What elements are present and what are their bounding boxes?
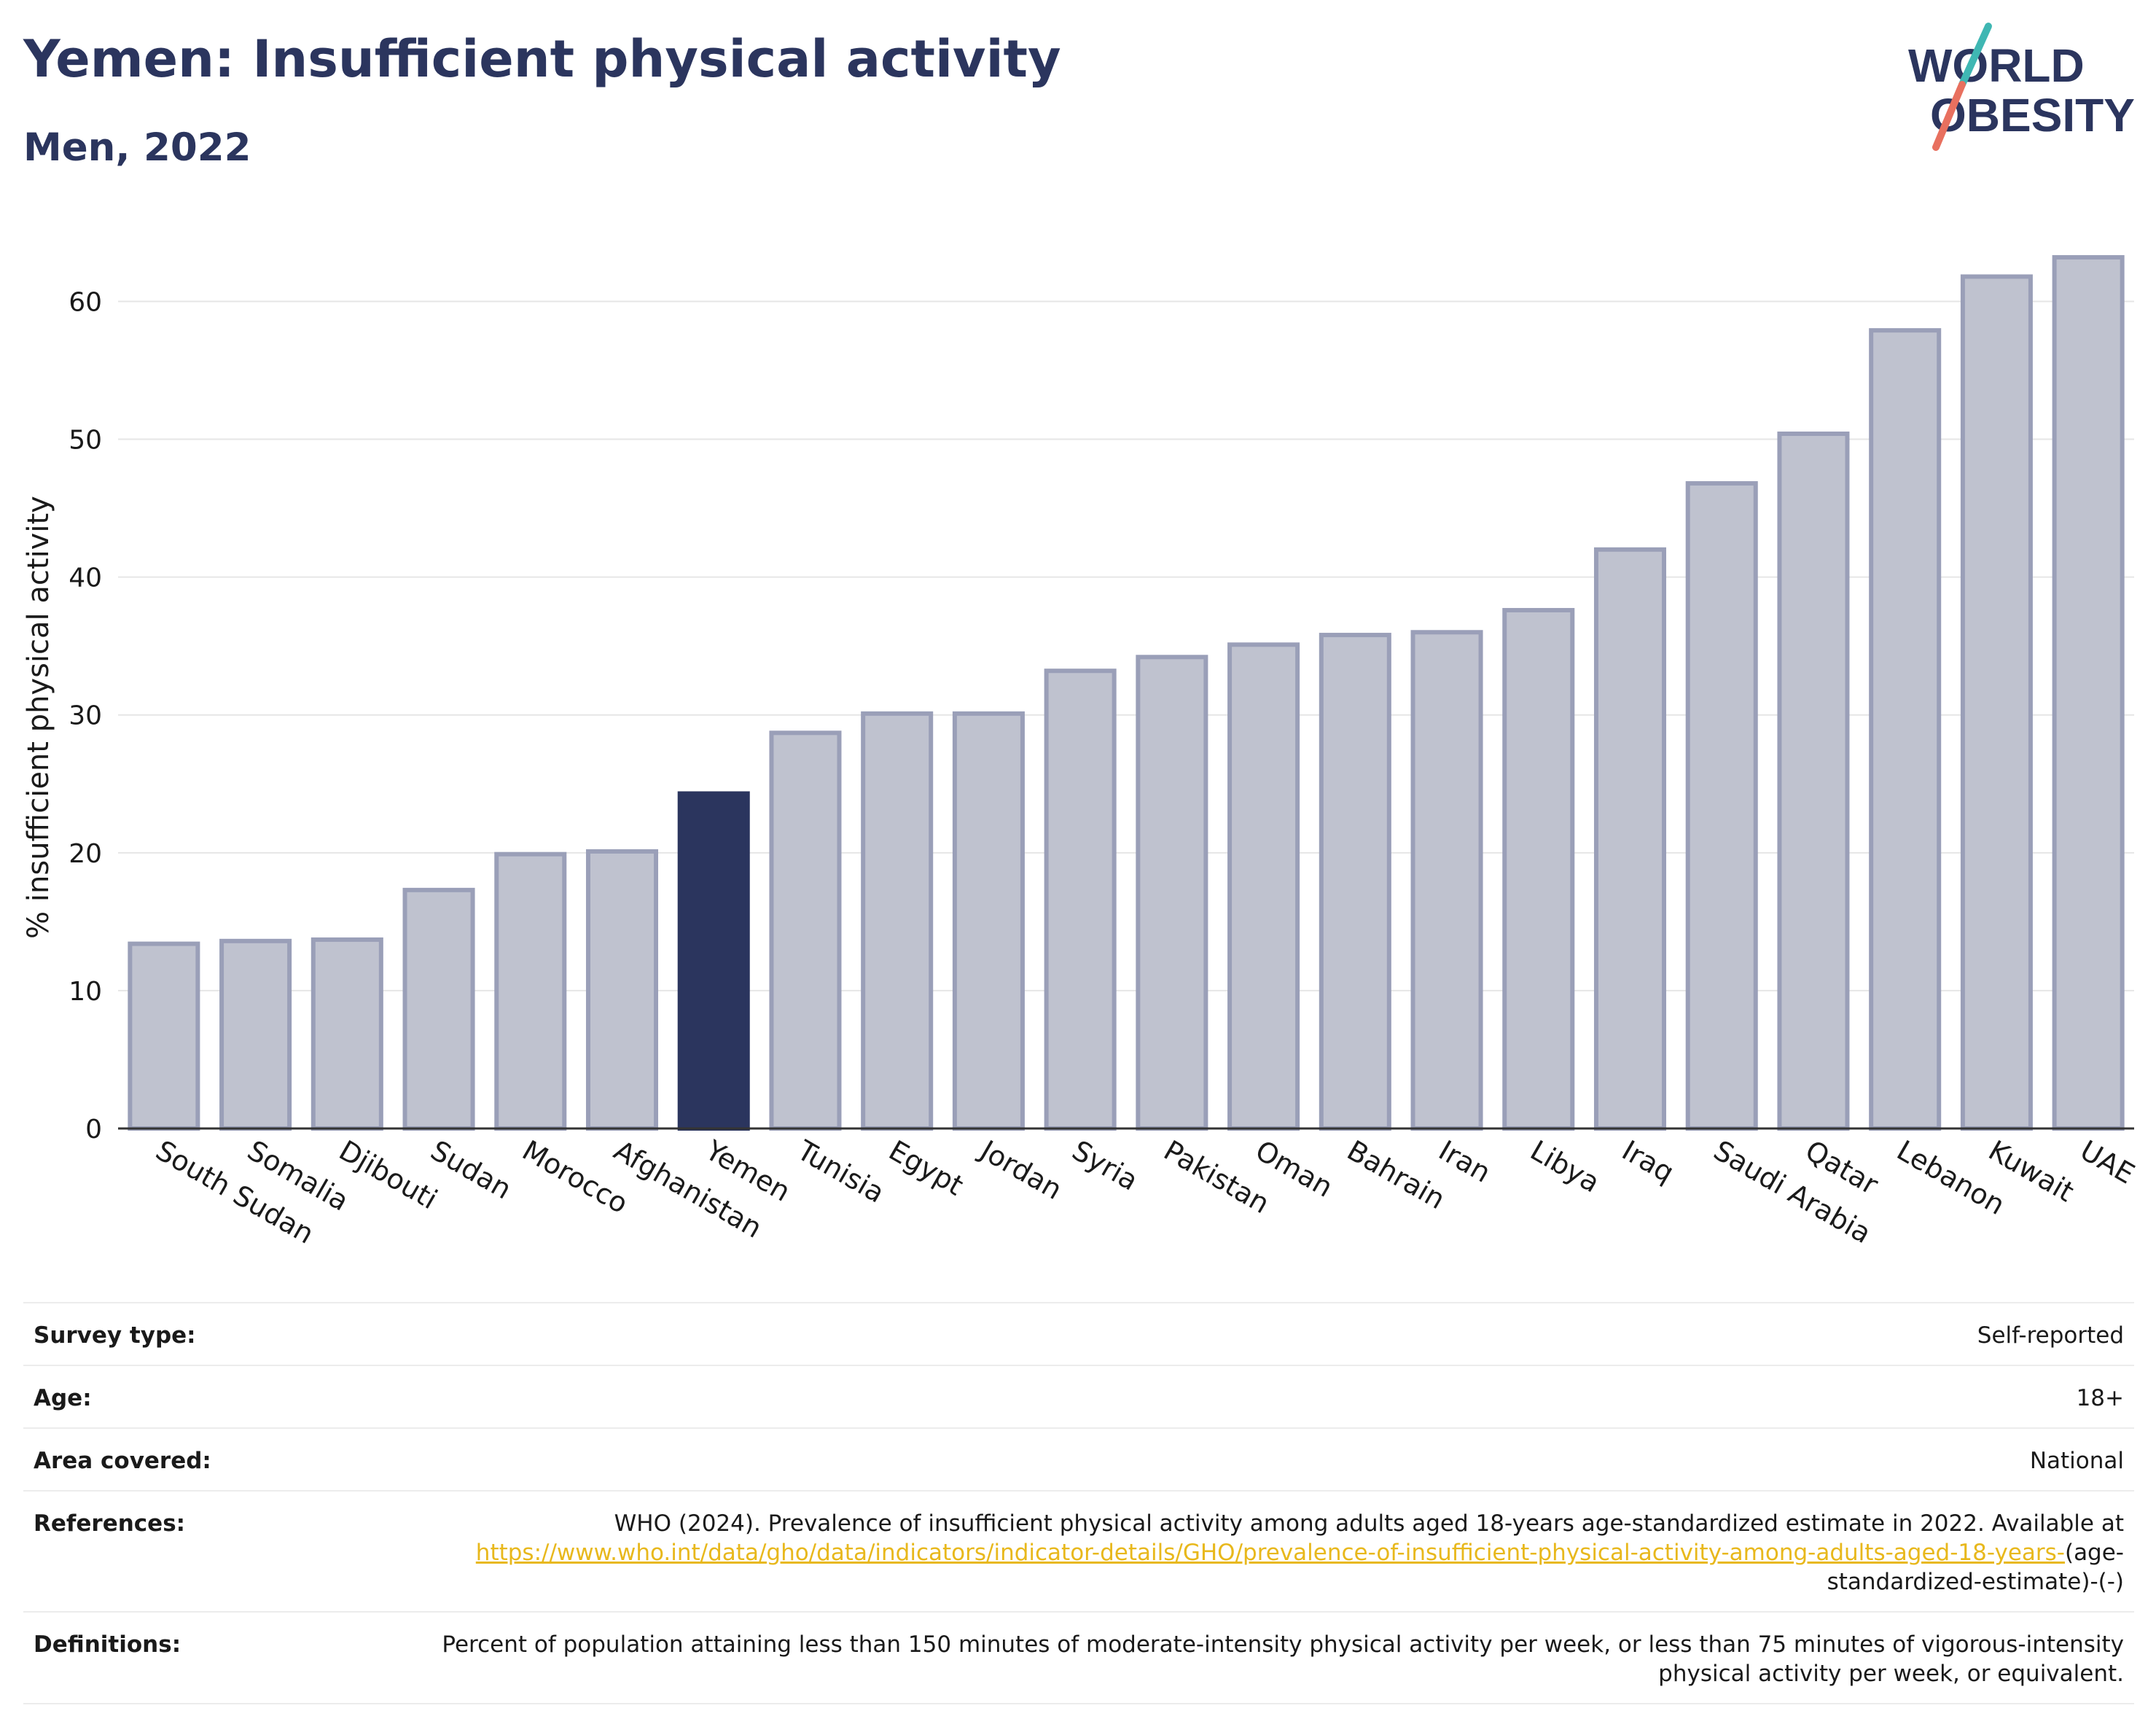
bar-djibouti [310, 937, 383, 1131]
x-tick-label: Bahrain [1342, 1134, 1450, 1216]
page-subtitle: Men, 2022 [23, 125, 251, 170]
bar-kuwait [1960, 274, 2033, 1131]
x-tick-label: UAE [2075, 1134, 2140, 1190]
bars [128, 254, 2125, 1131]
y-tick-labels: 0 10 20 30 40 50 60 [69, 287, 102, 1145]
y-axis-label: % insufficient physical activity [22, 496, 55, 939]
info-label: Area covered: [34, 1448, 211, 1474]
bar-iran [1410, 630, 1483, 1131]
x-tick-label: Pakistan [1158, 1134, 1275, 1220]
x-tick-label: Morocco [517, 1134, 633, 1220]
bar-afghanistan [585, 849, 659, 1131]
page-title: Yemen: Insufficient physical activity [23, 29, 1061, 89]
info-label: Survey type: [34, 1322, 196, 1349]
logo-word-world: WORLD [1908, 39, 2085, 92]
logo-slash-coral [1932, 81, 1966, 151]
bar-egypt [861, 711, 934, 1131]
info-row-survey-type: Survey type: Self-reported [23, 1303, 2134, 1365]
bar-bahrain [1319, 633, 1391, 1131]
bar-somalia [219, 938, 292, 1131]
info-row-area-covered: Area covered: National [23, 1428, 2134, 1491]
x-tick-label: Saudi Arabia [1708, 1134, 1877, 1250]
bar-yemen [677, 791, 750, 1131]
info-value: 18+ [2076, 1385, 2124, 1411]
info-row-definitions: Definitions: Percent of population attai… [23, 1612, 2134, 1704]
x-tick-label: Syria [1067, 1134, 1144, 1197]
y-tick-label: 40 [69, 564, 102, 593]
reference-link[interactable]: https://www.who.int/data/gho/data/indica… [475, 1540, 2065, 1566]
info-value-references: WHO (2024). Prevalence of insufficient p… [350, 1491, 2134, 1612]
y-tick-label: 60 [69, 287, 102, 317]
reference-suffix: (age-standardized-estimate)-(-) [1827, 1540, 2124, 1595]
bar-saudi-arabia [1685, 481, 1758, 1131]
y-tick-label: 0 [85, 1115, 102, 1145]
bar-jordan [952, 711, 1025, 1131]
x-tick-label: Tunisia [792, 1134, 890, 1209]
info-value: Self-reported [1977, 1322, 2124, 1349]
reference-text: WHO (2024). Prevalence of insufficient p… [614, 1510, 2124, 1537]
bar-qatar [1777, 431, 1850, 1131]
x-tick-label: Egypt [883, 1134, 969, 1202]
bar-uae [2052, 254, 2125, 1131]
info-row-references: References: WHO (2024). Prevalence of in… [23, 1491, 2134, 1612]
bar-iraq [1593, 547, 1667, 1131]
info-table: Survey type: Self-reported Age: 18+ Area… [23, 1302, 2134, 1704]
bar-syria [1044, 668, 1117, 1131]
logo-slash-teal [1958, 23, 1992, 88]
x-tick-label: Sudan [426, 1134, 517, 1206]
x-tick-label: Libya [1525, 1134, 1605, 1199]
x-tick-label: Iran [1434, 1134, 1496, 1189]
x-tick-label: Jordan [974, 1134, 1067, 1206]
bar-sudan [402, 887, 475, 1131]
bar-south-sudan [128, 941, 200, 1131]
info-value: Percent of population attaining less tha… [442, 1631, 2124, 1687]
info-label: References: [34, 1510, 186, 1537]
y-tick-label: 50 [69, 426, 102, 456]
bar-lebanon [1869, 328, 1942, 1131]
bar-tunisia [769, 730, 842, 1131]
bar-libya [1502, 608, 1575, 1131]
bar-pakistan [1136, 655, 1208, 1131]
x-tick-label: Iraq [1617, 1134, 1679, 1189]
y-tick-label: 10 [69, 977, 102, 1007]
x-tick-label: Djibouti [334, 1134, 443, 1216]
info-label: Definitions: [34, 1631, 181, 1658]
info-label: Age: [34, 1385, 92, 1411]
y-tick-label: 30 [69, 701, 102, 731]
info-value: National [2029, 1448, 2124, 1474]
bar-oman [1227, 642, 1300, 1131]
y-tick-label: 20 [69, 839, 102, 869]
info-row-age: Age: 18+ [23, 1365, 2134, 1428]
world-obesity-logo: WORLD OBESITY [1908, 23, 2135, 151]
bar-morocco [494, 851, 567, 1131]
bar-chart: 0 10 20 30 40 50 60 South SudanSomaliaDjibouti… [22, 254, 2140, 1250]
x-tick-label: South Sudan [150, 1134, 319, 1250]
logo-word-obesity: OBESITY [1930, 89, 2135, 141]
